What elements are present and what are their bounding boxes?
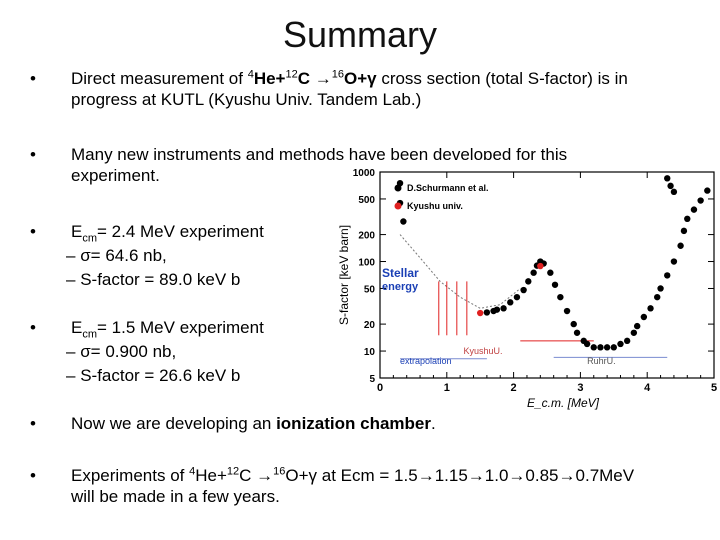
data-point xyxy=(697,197,704,204)
data-point xyxy=(493,306,501,313)
y-tick-label: 100 xyxy=(358,258,375,269)
data-point xyxy=(640,313,648,321)
data-point xyxy=(513,293,521,301)
bullet-dot: • xyxy=(30,466,36,485)
y-tick-label: 20 xyxy=(364,320,376,331)
data-point xyxy=(597,344,604,351)
data-point xyxy=(530,269,537,276)
data-point xyxy=(623,337,631,345)
y-tick-label: 500 xyxy=(358,195,375,206)
data-point xyxy=(573,329,581,336)
legend-label: D.Schurmann et al. xyxy=(407,183,489,193)
stellar-annotation: Stellar xyxy=(382,266,419,280)
data-point xyxy=(483,309,491,316)
ionization-chamber-emphasis: ionization chamber xyxy=(276,414,431,433)
x-tick-label: 0 xyxy=(377,382,383,394)
data-point xyxy=(557,293,564,301)
bullet-line: Many new instruments and methods have be… xyxy=(71,145,568,164)
x-tick-label: 3 xyxy=(577,382,583,394)
data-point xyxy=(563,307,571,315)
x-axis-label: E_c.m. [MeV] xyxy=(527,396,600,410)
plot-frame xyxy=(379,171,715,379)
data-point xyxy=(520,286,527,294)
sub-bullet-sfactor: – S-factor = 26.6 keV b xyxy=(66,366,241,385)
arrow-icon: → xyxy=(508,466,526,485)
data-point xyxy=(590,344,597,351)
s-factor-chart: 0 1 2 3 4 5 5 10 20 50 100 200 500 1000 S-factor [keV … xyxy=(318,160,718,410)
sub-bullet-sigma: – σ= 64.6 nb, xyxy=(66,246,167,265)
sub-bullet-sigma: – σ= 0.900 nb, xyxy=(66,342,177,361)
data-point xyxy=(551,281,559,288)
y-tick-label: 1000 xyxy=(353,168,376,179)
data-point xyxy=(664,272,671,279)
data-point xyxy=(664,175,671,182)
data-point xyxy=(477,309,484,317)
data-point xyxy=(630,329,638,336)
extrapolation-annotation: extrapolation xyxy=(400,356,452,366)
data-point xyxy=(684,215,691,223)
sub-bullet-sfactor: – S-factor = 89.0 keV b xyxy=(66,270,241,289)
x-tick-label: 4 xyxy=(644,382,651,394)
bullet-dot: • xyxy=(30,414,36,433)
data-point xyxy=(647,305,654,312)
data-point xyxy=(400,218,407,225)
data-point xyxy=(680,227,688,235)
arrow-icon: → xyxy=(467,466,485,485)
bullet-line: Experiments of 4He+12C →16O+γ at Ecm = 1… xyxy=(71,465,635,485)
y-tick-label: 10 xyxy=(364,347,376,358)
data-point xyxy=(500,305,507,312)
data-point xyxy=(507,299,514,306)
data-point xyxy=(670,188,678,196)
bullet-dot: • xyxy=(30,69,36,88)
data-point xyxy=(570,320,577,328)
data-point xyxy=(525,278,532,285)
data-point xyxy=(610,344,617,351)
energy-annotation: energy xyxy=(382,281,419,293)
arrow-icon: → xyxy=(558,466,576,485)
ruhr-annotation: RuhrU. xyxy=(587,356,616,366)
data-point xyxy=(667,182,674,190)
data-point xyxy=(677,242,684,249)
data-point xyxy=(657,285,664,292)
data-point xyxy=(547,269,554,276)
y-tick-label: 50 xyxy=(364,284,376,295)
kyushu-annotation: KyushuU. xyxy=(464,346,503,356)
y-axis-label: S-factor [keV barn] xyxy=(337,225,351,325)
data-point xyxy=(617,340,624,348)
data-point xyxy=(654,293,661,301)
data-point xyxy=(633,322,641,330)
bullet-line: Direct measurement of 4He+12C →16O+γ cro… xyxy=(71,68,628,88)
legend-marker xyxy=(394,184,402,192)
bullet-line: experiment. xyxy=(71,166,160,185)
data-point xyxy=(670,258,678,265)
data-point xyxy=(704,187,711,194)
y-tick-label: 200 xyxy=(358,231,375,242)
legend-label: Kyushu univ. xyxy=(407,201,463,211)
data-point xyxy=(690,206,698,213)
x-tick-label: 1 xyxy=(444,382,450,394)
bullet-line: progress at KUTL (Kyushu Univ. Tandem La… xyxy=(71,90,422,109)
legend-marker xyxy=(394,202,402,210)
y-tick-label: 5 xyxy=(369,374,375,385)
arrow-icon: → xyxy=(417,466,435,485)
slide-title: Summary xyxy=(282,14,438,55)
data-point xyxy=(603,344,611,351)
bullet-dot: • xyxy=(30,318,36,337)
x-tick-label: 5 xyxy=(711,382,717,394)
x-tick-label: 2 xyxy=(511,382,517,394)
bullet-dot: • xyxy=(30,145,36,164)
data-point xyxy=(583,340,591,348)
arrow-icon: → xyxy=(314,69,332,88)
bullet-line: will be made in a few years. xyxy=(71,487,280,506)
arrow-icon: → xyxy=(256,466,274,485)
s-factor-plot: 0 1 2 3 4 5 5 10 20 50 100 200 500 1000 S-factor [keV … xyxy=(318,160,718,410)
bullet-dot: • xyxy=(30,222,36,241)
data-point xyxy=(537,262,544,270)
